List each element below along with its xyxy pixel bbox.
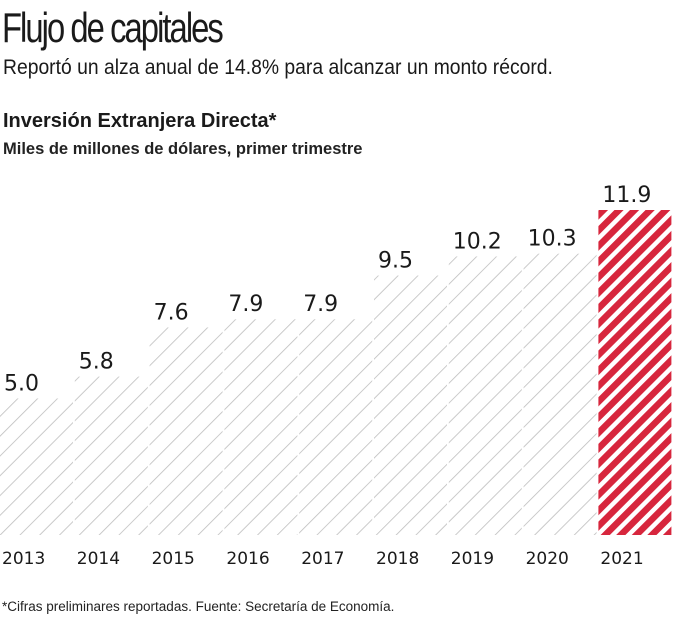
bar-2018 [374,275,447,535]
bar-2017 [299,319,373,535]
bar-2013 [0,398,73,535]
bar-2021 [598,210,672,535]
x-tick-label-2018: 2018 [376,549,419,569]
bar-2020 [523,253,597,535]
chart-units-label: Miles de millones de dólares, primer tri… [3,140,363,158]
x-tick-label-2020: 2020 [526,549,569,569]
x-tick-label-2021: 2021 [600,549,643,569]
value-label-2019: 10.2 [453,229,502,254]
page-title: Flujo de capitales [2,4,224,51]
bar-2015 [149,327,223,535]
value-label-2020: 10.3 [528,227,577,252]
footnote: *Cifras preliminares reportadas. Fuente:… [2,599,395,614]
x-tick-label-2015: 2015 [152,549,195,569]
value-label-2021: 11.9 [602,183,651,208]
page-subtitle: Reportó un alza anual de 14.8% para alca… [3,56,553,79]
value-label-2017: 7.9 [303,292,338,317]
x-tick-label-2014: 2014 [77,549,120,569]
x-tick-label-2017: 2017 [301,549,344,569]
bar-2019 [448,256,522,535]
bar-2016 [224,319,298,535]
value-label-2018: 9.5 [378,249,413,274]
value-label-2014: 5.8 [79,350,114,375]
chart-title: Inversión Extranjera Directa* [3,110,277,132]
bar-2014 [74,376,148,535]
value-label-2015: 7.6 [154,300,189,325]
x-tick-label-2013: 2013 [2,549,45,569]
x-tick-label-2016: 2016 [226,549,269,569]
value-label-2016: 7.9 [228,292,263,317]
x-tick-label-2019: 2019 [451,549,494,569]
value-label-2013: 5.0 [4,371,39,396]
